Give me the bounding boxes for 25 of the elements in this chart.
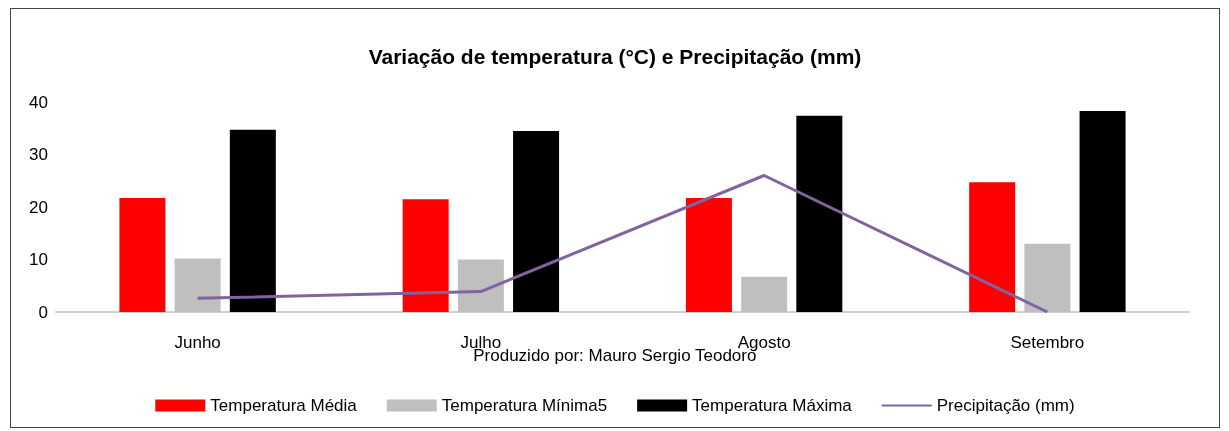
bar: [174, 258, 221, 312]
y-tick-label: 40: [29, 92, 48, 112]
bar: [741, 276, 788, 312]
y-tick-label: 30: [29, 145, 48, 164]
line-series: [196, 174, 1049, 314]
bar: [402, 199, 449, 312]
bar: [1079, 110, 1126, 312]
legend-label: Temperatura Máxima: [692, 396, 853, 415]
legend-label: Temperatura Média: [210, 396, 358, 415]
bar: [685, 198, 732, 312]
legend-label: Precipitação (mm): [936, 396, 1075, 415]
bar: [796, 115, 843, 312]
y-tick-label: 10: [29, 250, 48, 269]
x-tick-label: Setembro: [1010, 333, 1085, 352]
legend-label: Temperatura Mínima5: [441, 396, 608, 415]
x-tick-label: Junho: [174, 333, 221, 352]
bar: [457, 259, 504, 312]
chart-title: Variação de temperatura (°C) e Precipitação (mm): [368, 45, 862, 68]
y-tick-label: 0: [38, 302, 48, 322]
bar: [1024, 243, 1071, 312]
bar: [969, 182, 1016, 312]
bar: [119, 198, 166, 312]
bar: [229, 129, 276, 312]
y-tick-label: 20: [29, 197, 48, 217]
bar: [513, 130, 560, 312]
